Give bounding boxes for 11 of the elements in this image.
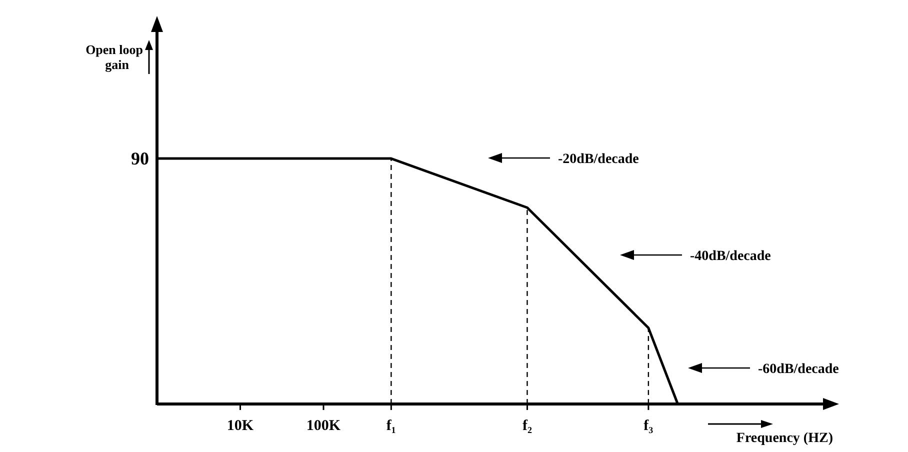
- text: 90: [131, 148, 149, 169]
- x-tick-label: f₂: [522, 418, 532, 434]
- x-tick-label: f₁: [386, 418, 396, 434]
- x-axis-title: Frequency (HZ): [736, 431, 834, 446]
- annotation: -20dB/decade: [558, 152, 639, 167]
- x-tick-label: 100K: [306, 418, 341, 434]
- x-tick-label: f₃: [644, 418, 654, 434]
- annotation: -40dB/decade: [690, 249, 771, 264]
- text: Open loop gain: [86, 42, 143, 72]
- annotation: -60dB/decade: [758, 362, 839, 377]
- x-tick-label: 10K: [226, 418, 254, 434]
